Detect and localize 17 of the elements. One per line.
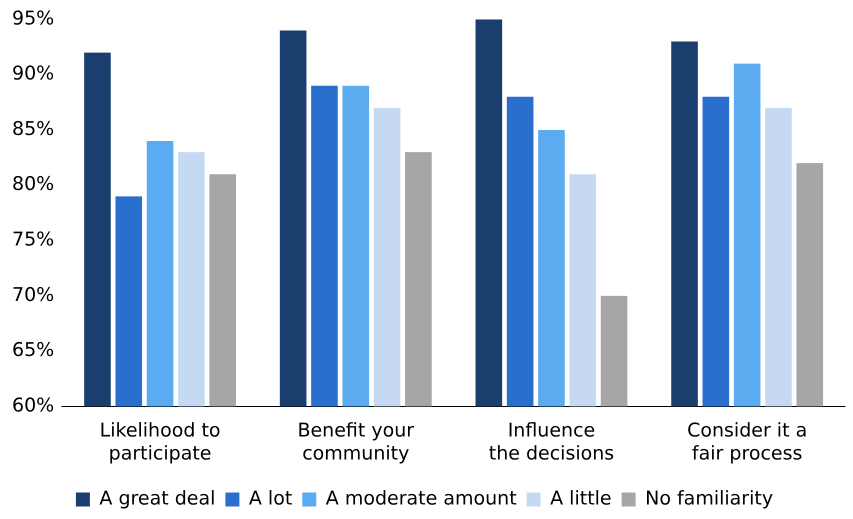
legend-label: A lot [248, 487, 292, 510]
y-tick-label: 80% [12, 173, 54, 196]
legend-label: A moderate amount [326, 487, 517, 510]
legend-label: A little [550, 487, 612, 510]
y-tick-label: 95% [12, 7, 54, 30]
y-tick-label: 75% [12, 228, 54, 250]
x-tick-label: Influence the decisions [488, 420, 614, 465]
x-tick-label: Likelihood to participate [100, 420, 221, 465]
y-tick-label: 70% [12, 284, 54, 306]
y-tick-label: 60% [12, 394, 54, 416]
legend-label: No familiarity [645, 487, 774, 510]
y-tick-label: 65% [12, 339, 54, 362]
y-tick-label: 85% [12, 118, 54, 140]
y-tick-label: 90% [12, 62, 54, 85]
x-tick-label: Benefit your community [297, 420, 414, 465]
legend-label: A great deal [99, 487, 216, 510]
x-tick-label: Consider it a fair process [687, 420, 808, 465]
